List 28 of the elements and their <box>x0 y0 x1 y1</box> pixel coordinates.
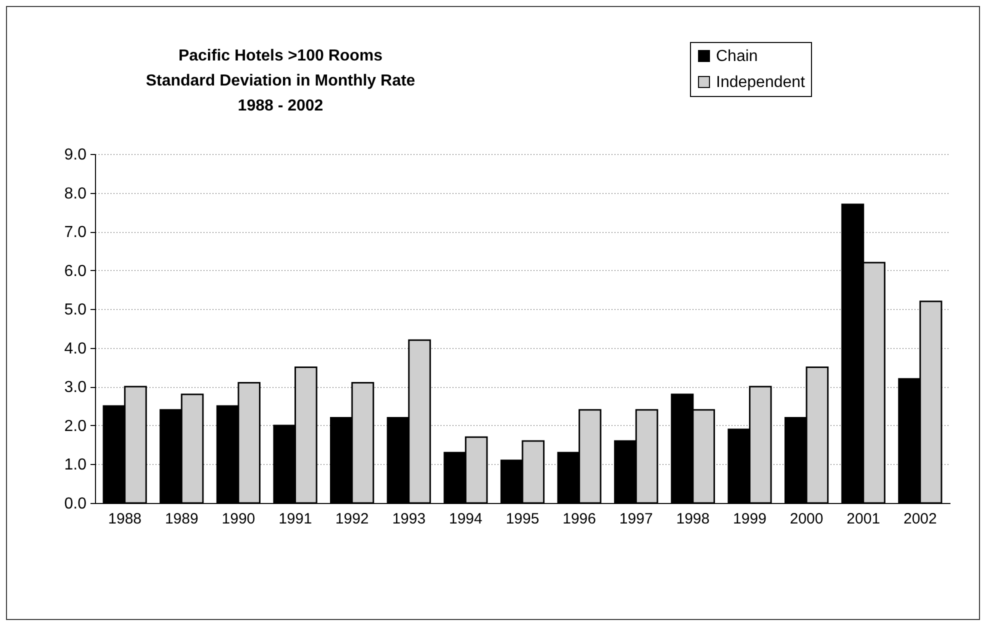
x-tick-label: 1991 <box>278 510 312 528</box>
chart-title: Pacific Hotels >100 Rooms Standard Deviation in Monthly Rate 1988 - 2002 <box>146 48 416 114</box>
y-tick-label: 2.0 <box>64 418 87 435</box>
x-tick-label: 1997 <box>619 510 653 528</box>
y-tick-label: 4.0 <box>64 340 87 358</box>
y-tick-label: 0.0 <box>64 496 87 512</box>
y-tick-label: 1.0 <box>64 456 87 474</box>
x-tick-label: 2000 <box>790 510 824 528</box>
legend-label: Chain <box>716 48 758 65</box>
x-tick-label: 1992 <box>335 510 369 528</box>
y-tick-label: 6.0 <box>64 262 87 280</box>
y-tick-label: 5.0 <box>64 302 87 319</box>
legend-label: Independent <box>716 74 806 91</box>
x-tick-label: 2002 <box>903 510 937 528</box>
x-tick-label: 1990 <box>222 510 256 528</box>
x-tick-label: 2001 <box>846 510 880 528</box>
x-tick-label: 1989 <box>164 510 198 528</box>
x-tick-label: 1988 <box>108 510 142 528</box>
x-tick-label: 1993 <box>392 510 426 528</box>
y-tick-label: 8.0 <box>64 185 87 202</box>
y-tick-label: 7.0 <box>64 224 87 242</box>
x-tick-label: 1994 <box>449 510 482 528</box>
x-tick-label: 1999 <box>733 510 766 528</box>
x-tick-label: 1995 <box>506 510 540 528</box>
y-tick-label: 9.0 <box>64 146 87 164</box>
x-tick-label: 1996 <box>562 510 596 528</box>
x-tick-label: 1998 <box>676 510 710 528</box>
y-tick-label: 3.0 <box>64 379 87 396</box>
